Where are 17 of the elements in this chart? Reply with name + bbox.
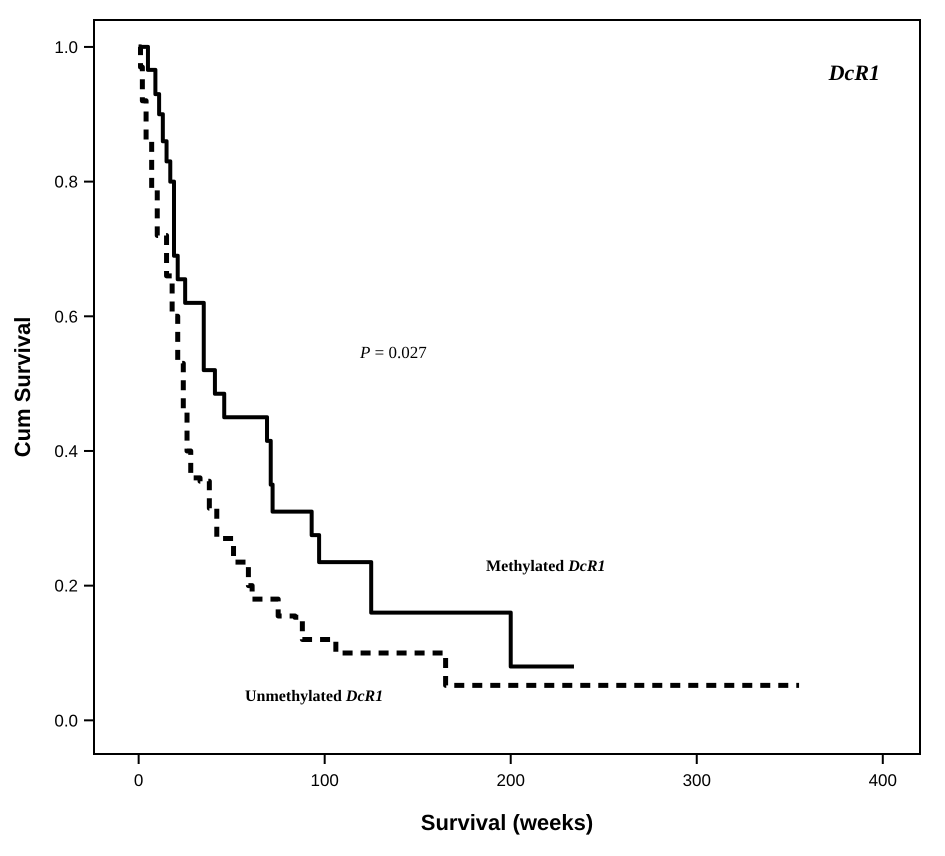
y-axis-title: Cum Survival xyxy=(10,316,35,458)
x-axis-title: Survival (weeks) xyxy=(420,810,594,835)
x-tick-label: 0 xyxy=(134,771,144,790)
text: Unmethylated DcR1 xyxy=(245,688,384,705)
y-tick-label: 0.4 xyxy=(54,442,78,461)
y-tick-label: 0.8 xyxy=(54,172,78,192)
text: DcR1 xyxy=(828,60,880,85)
x-tick-label: 100 xyxy=(310,771,339,790)
y-tick-label: 1.0 xyxy=(54,38,78,57)
text: Methylated DcR1 xyxy=(486,558,606,575)
x-tick-label: 300 xyxy=(682,771,711,790)
y-tick-label: 0.6 xyxy=(54,307,78,326)
x-tick-label: 200 xyxy=(496,771,525,790)
y-tick-label: 0.0 xyxy=(54,711,78,730)
annotation: P = 0.027 xyxy=(359,343,428,362)
y-tick-label: 0.2 xyxy=(54,576,78,596)
x-tick-label: 400 xyxy=(868,771,897,790)
